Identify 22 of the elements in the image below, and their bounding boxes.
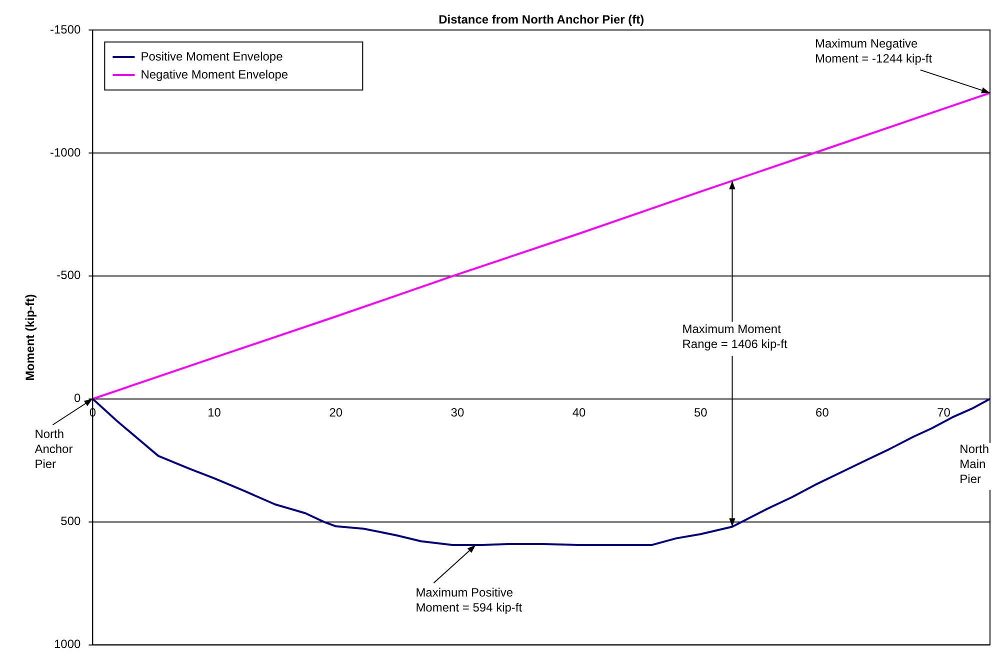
y-tick-label: -1500 <box>50 22 82 36</box>
y-tick-label: 0 <box>74 391 82 406</box>
x-tick-label: 70 <box>937 405 951 420</box>
x-axis-title: Distance from North Anchor Pier (ft) <box>438 12 644 26</box>
y-tick-label: -1000 <box>50 145 82 160</box>
legend-label: Negative Moment Envelope <box>140 67 288 82</box>
annotation: North Main Pier <box>960 442 989 486</box>
annotation: North Anchor Pier <box>34 427 73 472</box>
y-axis-title: Moment (kip-ft) <box>23 294 38 381</box>
x-tick-label: 50 <box>694 405 708 420</box>
annotation: Maximum Negative Moment = -1244 kip-ft <box>815 36 933 66</box>
annotation: Maximum Moment Range = 1406 kip-ft <box>682 322 788 352</box>
annotation: Maximum Positive Moment = 594 kip-ft <box>416 585 523 614</box>
y-tick-label: 500 <box>60 514 82 528</box>
x-tick-label: 60 <box>816 405 830 420</box>
legend-label: Positive Moment Envelope <box>140 49 284 64</box>
y-tick-label: 1000 <box>54 637 82 652</box>
y-tick-label: -500 <box>56 268 82 282</box>
x-tick-label: 10 <box>208 405 222 420</box>
x-tick-label: 30 <box>450 405 464 420</box>
x-tick-label: 40 <box>572 405 586 420</box>
x-tick-label: 20 <box>329 405 343 420</box>
